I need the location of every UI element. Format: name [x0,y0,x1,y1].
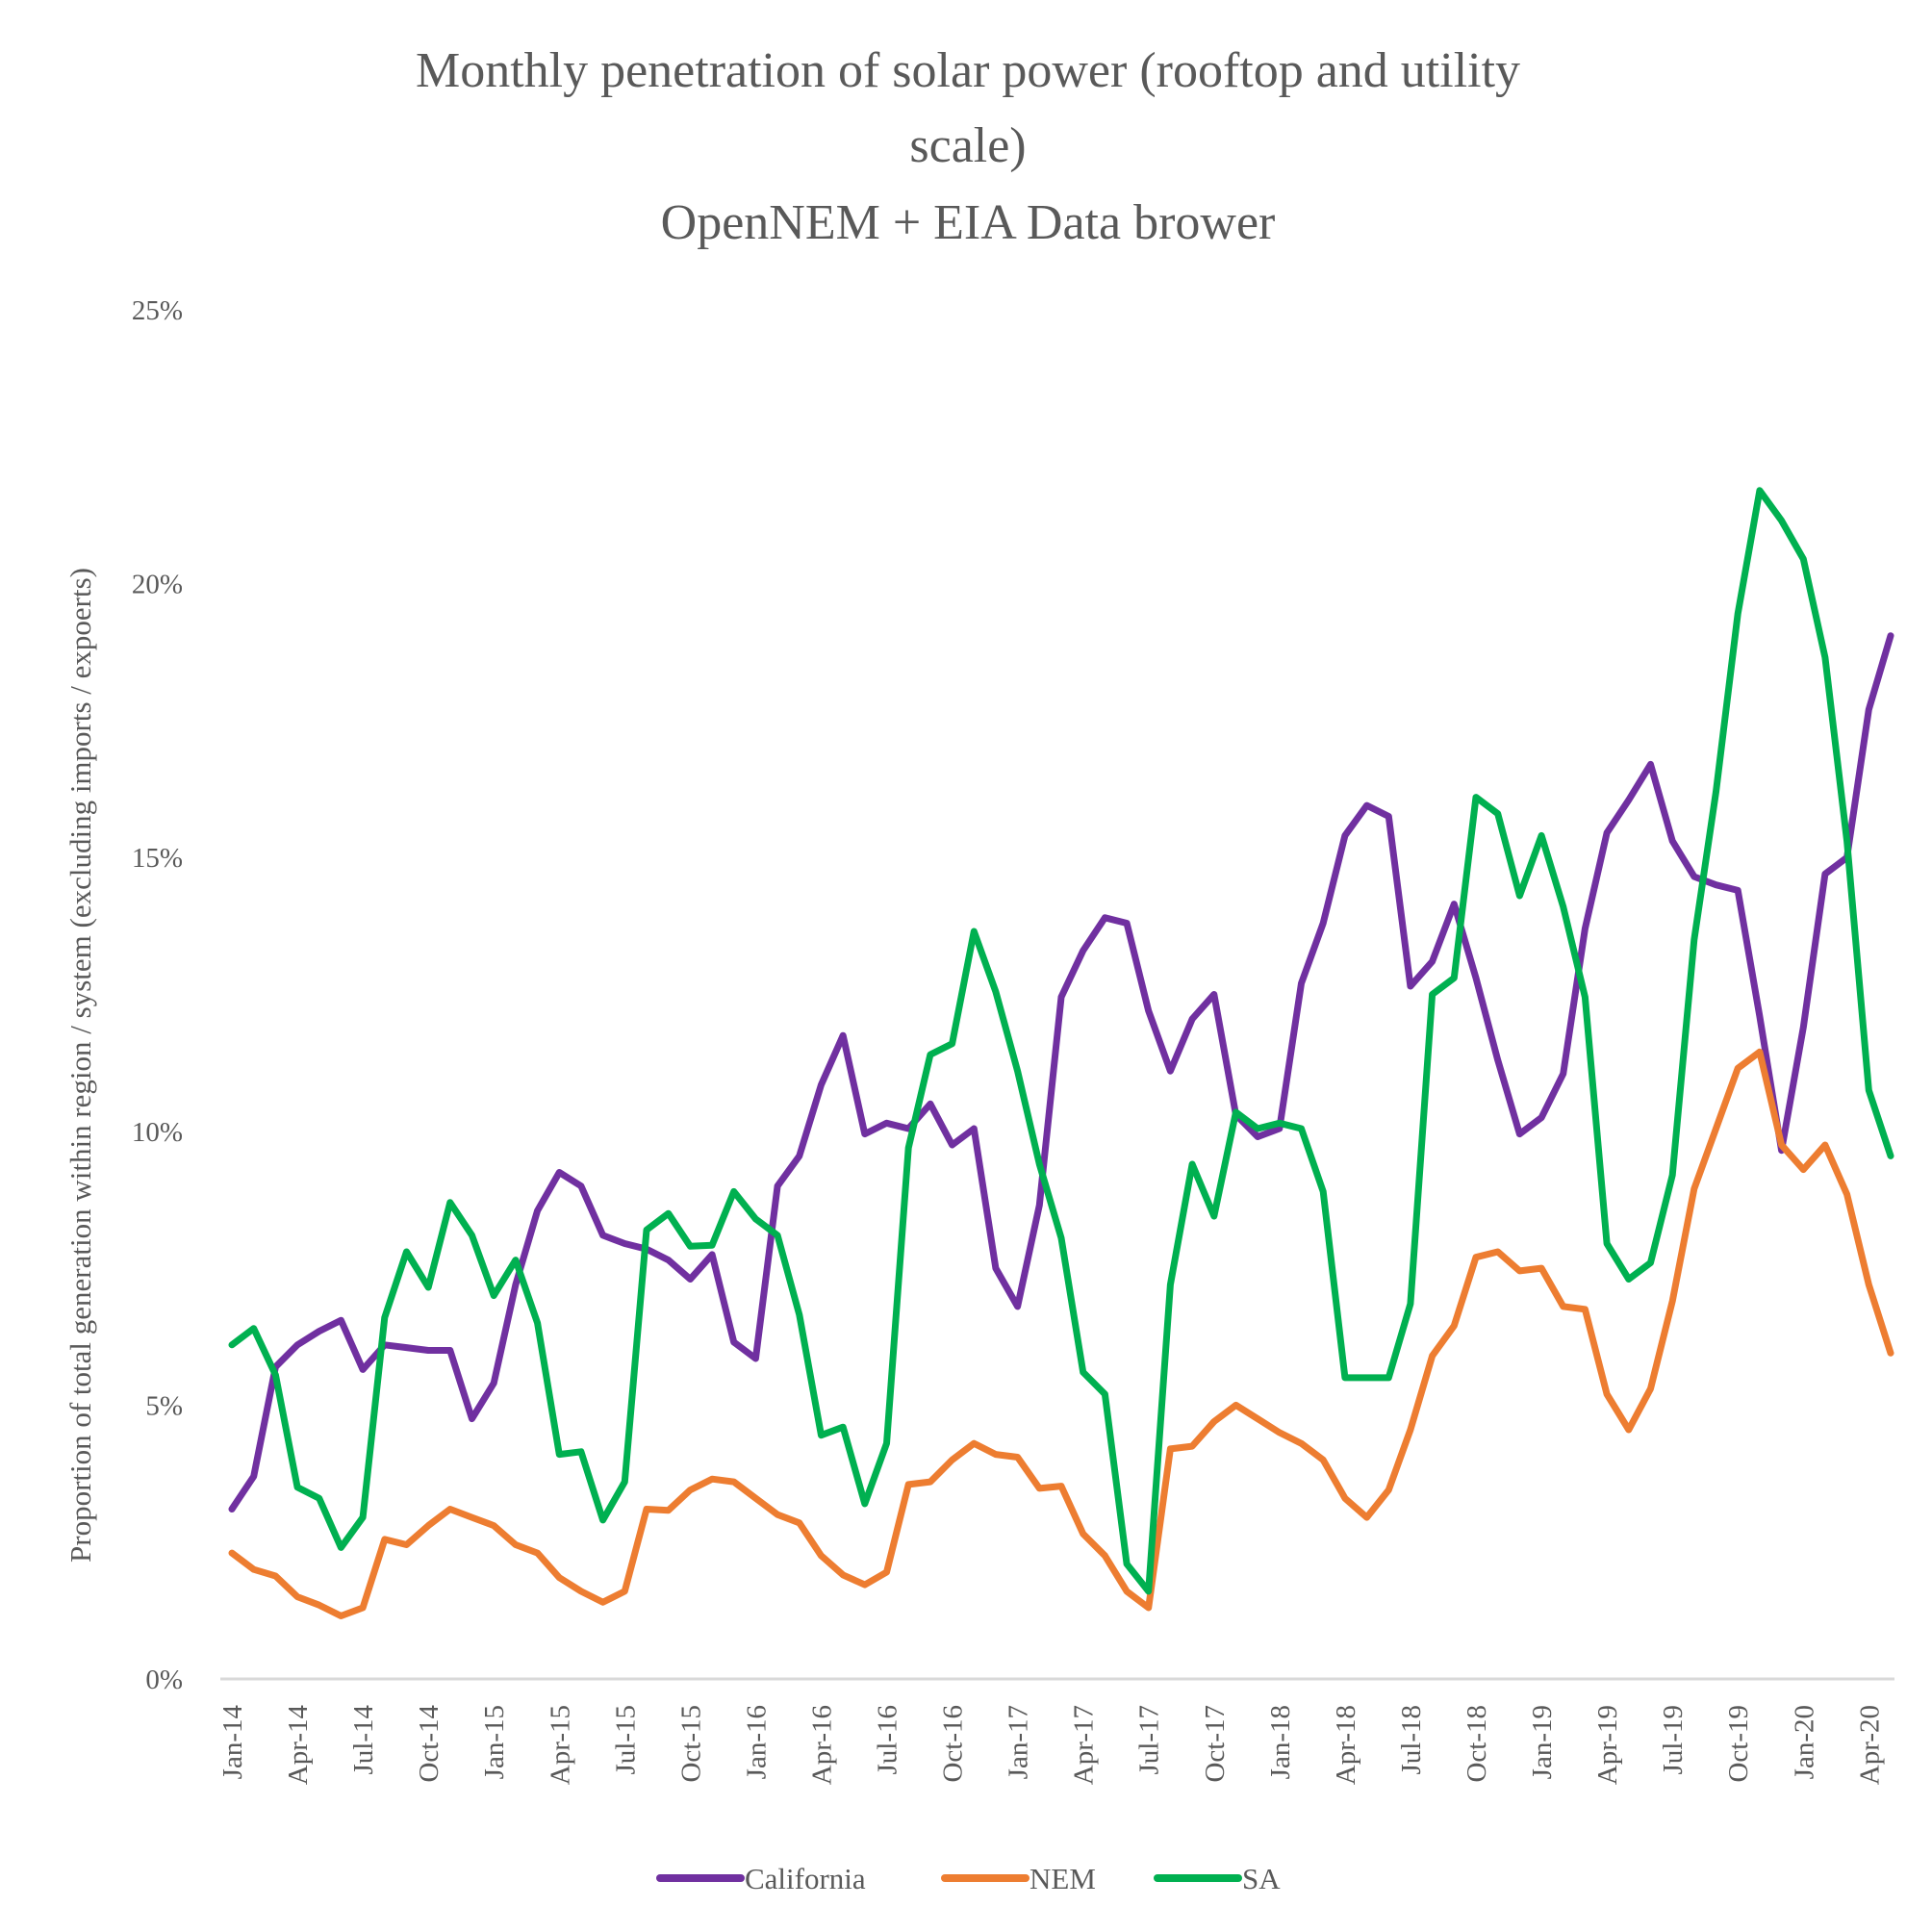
x-tick-label: Apr-15 [545,1705,575,1785]
legend-item-california: California [656,1862,866,1895]
series-line-nem [228,1048,1894,1619]
x-tick-label: Jul-15 [610,1705,641,1775]
x-tick-label: Jul-14 [348,1705,379,1775]
y-axis-label: Proportion of total generation within re… [64,568,97,1563]
series-line-sa [228,487,1894,1595]
x-tick-label: Jan-18 [1265,1705,1296,1779]
x-axis-ticks: Jan-14 Apr-14 Jul-14 Oct-14 Jan-15 Apr-15 Jul-… [217,1705,1885,1786]
x-tick-label: Oct-19 [1723,1705,1754,1783]
legend-item-sa: SA [1154,1862,1281,1895]
x-tick-label: Jul-19 [1658,1705,1689,1775]
x-tick-label: Oct-16 [938,1705,969,1783]
legend: California NEM SA [656,1862,1281,1895]
y-tick-label: 0% [145,1665,183,1695]
x-tick-label: Jul-17 [1134,1705,1165,1775]
x-tick-label: Apr-17 [1069,1705,1100,1785]
legend-label: California [745,1862,866,1895]
x-tick-label: Jan-17 [1004,1705,1034,1779]
x-tick-label: Jan-15 [479,1705,510,1779]
x-tick-label: Jan-16 [741,1705,772,1779]
legend-item-nem: NEM [941,1862,1096,1895]
x-tick-label: Apr-20 [1854,1705,1885,1785]
x-tick-label: Apr-16 [806,1705,837,1785]
x-tick-label: Oct-15 [675,1705,706,1783]
x-tick-label: Oct-14 [414,1705,445,1783]
title-line-3: OpenNEM + EIA Data brower [661,195,1276,250]
x-tick-label: Oct-17 [1200,1705,1231,1783]
x-tick-label: Apr-19 [1592,1705,1623,1785]
y-tick-label: 5% [145,1390,183,1421]
legend-label: SA [1242,1862,1281,1895]
x-tick-label: Apr-18 [1331,1705,1361,1785]
x-tick-label: Jul-18 [1396,1705,1427,1775]
series-line-california [228,632,1894,1513]
y-tick-label: 10% [132,1117,183,1148]
x-tick-label: Jan-14 [217,1705,248,1780]
y-tick-label: 15% [132,843,183,874]
x-tick-label: Apr-14 [283,1705,314,1786]
legend-label: NEM [1030,1862,1096,1895]
x-tick-label: Oct-18 [1462,1705,1492,1783]
y-tick-label: 25% [132,295,183,326]
title-line-1: Monthly penetration of solar power (roof… [416,43,1520,98]
series-lines [228,487,1894,1619]
y-tick-label: 20% [132,570,183,600]
y-axis-ticks: 0% 5% 10% 15% 20% 25% [132,295,183,1695]
x-tick-label: Jan-20 [1789,1705,1819,1779]
title-line-2: scale) [909,118,1026,173]
chart-title: Monthly penetration of solar power (roof… [416,43,1520,250]
x-tick-label: Jan-19 [1527,1705,1558,1779]
x-tick-label: Jul-16 [873,1705,903,1775]
